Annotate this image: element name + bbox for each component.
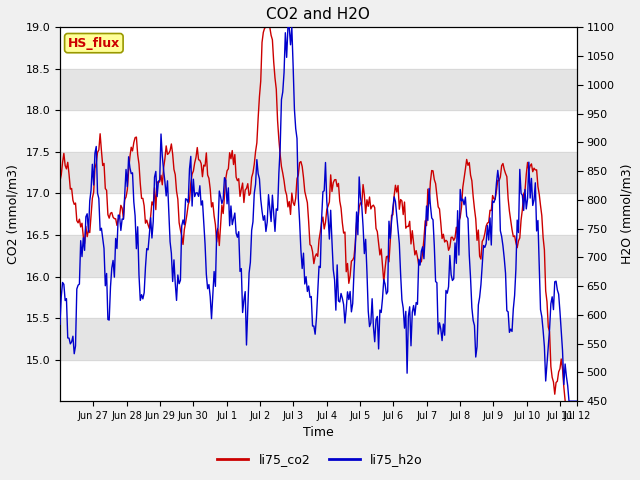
Text: HS_flux: HS_flux — [68, 36, 120, 49]
Legend: li75_co2, li75_h2o: li75_co2, li75_h2o — [212, 448, 428, 471]
Y-axis label: CO2 (mmol/m3): CO2 (mmol/m3) — [7, 164, 20, 264]
Bar — [60, 318, 577, 360]
Bar — [60, 152, 577, 193]
X-axis label: Time: Time — [303, 426, 333, 440]
Y-axis label: H2O (mmol/m3): H2O (mmol/m3) — [620, 164, 633, 264]
Bar — [60, 69, 577, 110]
Bar — [60, 235, 577, 276]
Title: CO2 and H2O: CO2 and H2O — [266, 7, 371, 22]
